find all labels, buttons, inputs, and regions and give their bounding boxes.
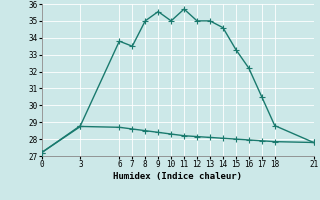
X-axis label: Humidex (Indice chaleur): Humidex (Indice chaleur) [113,172,242,181]
